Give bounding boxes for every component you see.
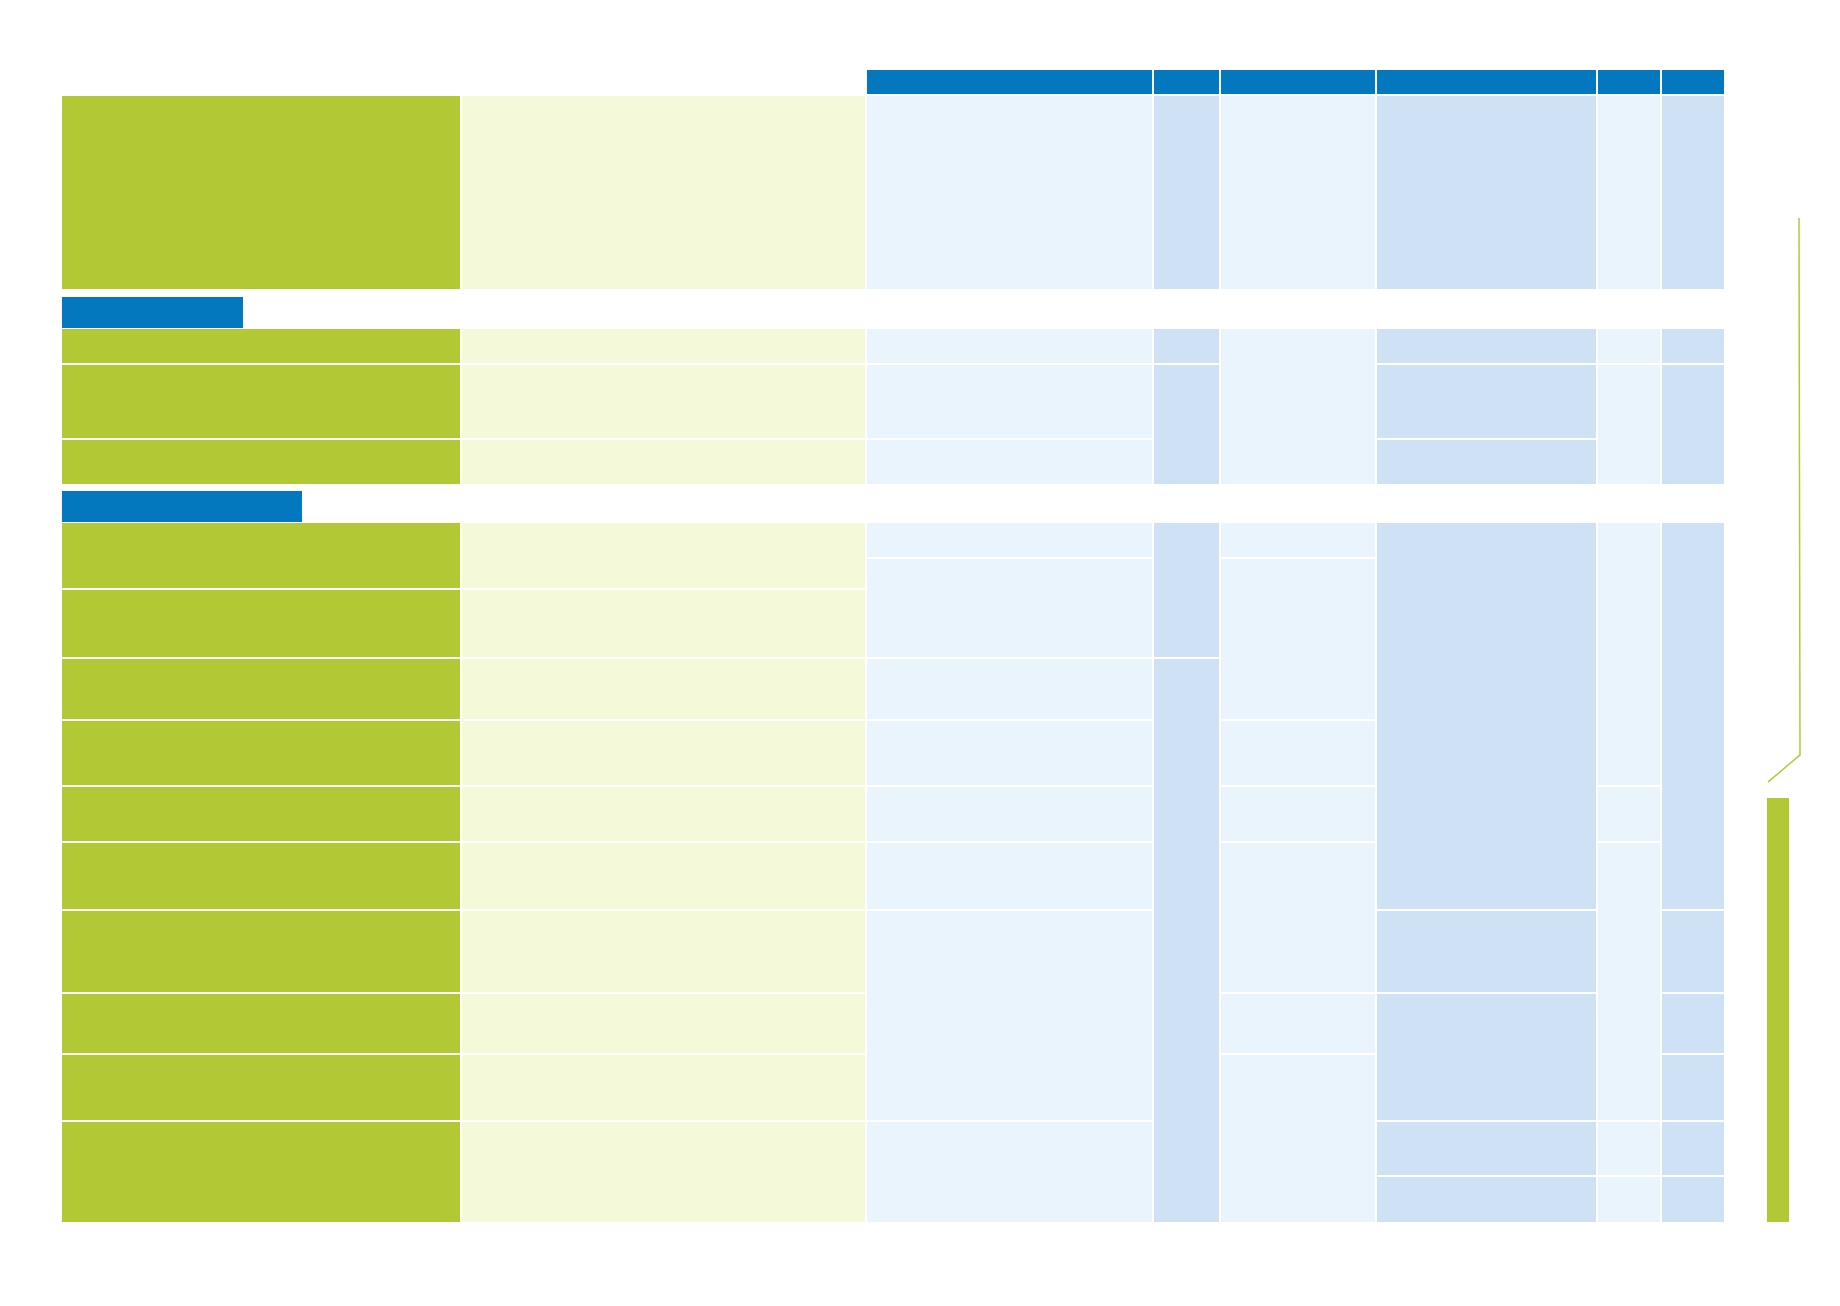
cell-col6-row2 bbox=[1377, 329, 1596, 363]
cell-col8-row5 bbox=[1662, 911, 1724, 992]
cell-col5-row2 bbox=[1221, 329, 1375, 484]
cell-col1-row3 bbox=[62, 365, 460, 438]
cell-col1-row10 bbox=[62, 843, 460, 909]
cell-col2-row2 bbox=[462, 329, 865, 363]
cell-col7-row7 bbox=[1598, 1122, 1660, 1175]
cell-col6-row7 bbox=[1377, 994, 1596, 1120]
section-tab-1 bbox=[62, 297, 243, 328]
cell-col3-row12 bbox=[867, 1122, 1152, 1222]
header-col-5 bbox=[1598, 70, 1660, 94]
cell-col7-row3 bbox=[1598, 365, 1660, 484]
cell-col7-row6 bbox=[1598, 843, 1660, 1120]
cell-col8-row9 bbox=[1662, 1177, 1724, 1222]
cell-col2-row1 bbox=[462, 96, 865, 289]
cell-col4-row1 bbox=[1154, 96, 1219, 289]
cell-col3-row2 bbox=[867, 329, 1152, 363]
cell-col1-row1 bbox=[62, 96, 460, 289]
cell-col2-row10 bbox=[462, 843, 865, 909]
header-col-3 bbox=[1221, 70, 1375, 94]
cell-col2-row14 bbox=[462, 1122, 865, 1222]
cell-col5-row1 bbox=[1221, 96, 1375, 289]
accent-outline-line bbox=[1767, 217, 1801, 783]
header-col-1 bbox=[867, 70, 1152, 94]
cell-col1-row8 bbox=[62, 721, 460, 785]
header-col-6 bbox=[1662, 70, 1724, 94]
cell-col6-row5 bbox=[1377, 523, 1596, 909]
cell-col5-row3 bbox=[1221, 523, 1375, 557]
cell-col3-row6 bbox=[867, 559, 1152, 657]
cell-col2-row6 bbox=[462, 590, 865, 657]
header-col-2 bbox=[1154, 70, 1219, 94]
cell-col8-row7 bbox=[1662, 1055, 1724, 1120]
cell-col6-row1 bbox=[1377, 96, 1596, 289]
cell-col2-row3 bbox=[462, 365, 865, 438]
cell-col2-row4 bbox=[462, 440, 865, 484]
cell-col5-row8 bbox=[1221, 994, 1375, 1053]
cell-col1-row2 bbox=[62, 329, 460, 363]
cell-col3-row7 bbox=[867, 659, 1152, 719]
cell-col3-row4 bbox=[867, 440, 1152, 484]
cell-col8-row8 bbox=[1662, 1122, 1724, 1175]
cell-col3-row3 bbox=[867, 365, 1152, 438]
cell-col8-row4 bbox=[1662, 523, 1724, 909]
cell-col5-row9 bbox=[1221, 1055, 1375, 1222]
cell-col8-row6 bbox=[1662, 994, 1724, 1053]
cell-col2-row8 bbox=[462, 721, 865, 785]
cell-col7-row1 bbox=[1598, 96, 1660, 289]
cell-col6-row3 bbox=[1377, 365, 1596, 438]
cell-col6-row9 bbox=[1377, 1177, 1596, 1222]
cell-col5-row5 bbox=[1221, 721, 1375, 785]
accent-green-bar bbox=[1767, 798, 1789, 1222]
cell-col5-row4 bbox=[1221, 559, 1375, 719]
cell-col1-row12 bbox=[62, 994, 460, 1053]
cell-col1-row13 bbox=[62, 1055, 460, 1120]
cell-col5-row6 bbox=[1221, 787, 1375, 841]
cell-col7-row8 bbox=[1598, 1177, 1660, 1222]
cell-col1-row7 bbox=[62, 659, 460, 719]
section-tab-2 bbox=[62, 491, 302, 522]
cell-col2-row13 bbox=[462, 1055, 865, 1120]
cell-col7-row2 bbox=[1598, 329, 1660, 363]
cell-col5-row7 bbox=[1221, 843, 1375, 992]
cell-col4-row2 bbox=[1154, 329, 1219, 363]
cell-col7-row5 bbox=[1598, 787, 1660, 841]
cell-col1-row11 bbox=[62, 911, 460, 992]
cell-col2-row7 bbox=[462, 659, 865, 719]
cell-col2-row5 bbox=[462, 523, 865, 588]
cell-col6-row4 bbox=[1377, 440, 1596, 484]
cell-col4-row3 bbox=[1154, 365, 1219, 484]
cell-col3-row8 bbox=[867, 721, 1152, 785]
cell-col4-row5 bbox=[1154, 659, 1219, 1222]
cell-col6-row6 bbox=[1377, 911, 1596, 992]
cell-col4-row4 bbox=[1154, 523, 1219, 657]
cell-col3-row9 bbox=[867, 787, 1152, 841]
cell-col8-row3 bbox=[1662, 365, 1724, 484]
cell-col1-row6 bbox=[62, 590, 460, 657]
cell-col2-row9 bbox=[462, 787, 865, 841]
cell-col3-row10 bbox=[867, 843, 1152, 909]
cell-col6-row8 bbox=[1377, 1122, 1596, 1175]
cell-col3-row1 bbox=[867, 96, 1152, 289]
cell-col7-row4 bbox=[1598, 523, 1660, 785]
cell-col3-row11 bbox=[867, 911, 1152, 1120]
cell-col1-row4 bbox=[62, 440, 460, 484]
cell-col2-row12 bbox=[462, 994, 865, 1053]
cell-col1-row5 bbox=[62, 523, 460, 588]
cell-col2-row11 bbox=[462, 911, 865, 992]
cell-col1-row9 bbox=[62, 787, 460, 841]
header-col-4 bbox=[1377, 70, 1596, 94]
cell-col8-row1 bbox=[1662, 96, 1724, 289]
cell-col3-row5 bbox=[867, 523, 1152, 557]
cell-col1-row14 bbox=[62, 1122, 460, 1222]
cell-col8-row2 bbox=[1662, 329, 1724, 363]
